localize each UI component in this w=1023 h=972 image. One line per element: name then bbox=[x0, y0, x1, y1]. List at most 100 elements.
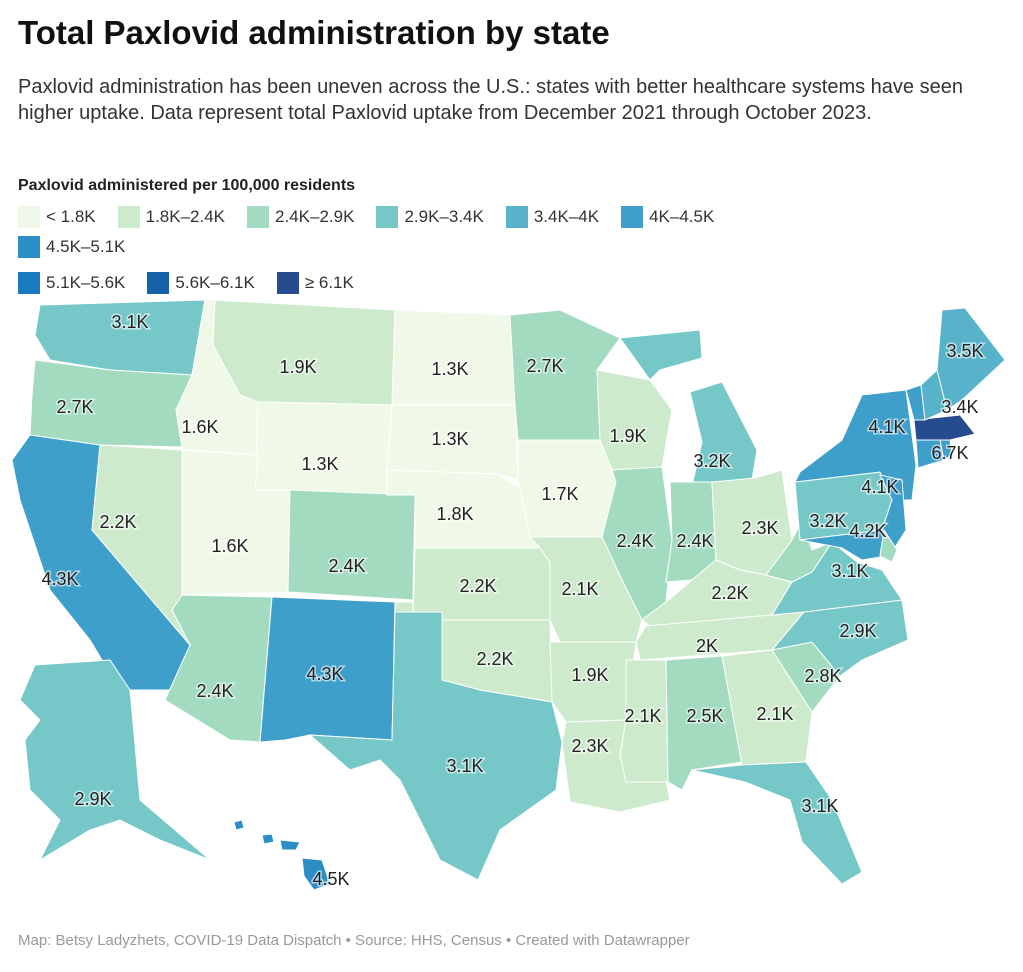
state-value-label: 1.7K bbox=[541, 484, 578, 504]
state-value-label: 4.1K bbox=[861, 477, 898, 497]
state-shape[interactable] bbox=[913, 414, 976, 441]
state-value-label: 2.4K bbox=[616, 531, 653, 551]
state-value-label: 1.3K bbox=[301, 454, 338, 474]
legend-swatch bbox=[276, 272, 299, 294]
legend-label: 1.8K–2.4K bbox=[145, 207, 226, 226]
legend-label: ≥ 6.1K bbox=[304, 273, 354, 292]
state-hi[interactable] bbox=[233, 819, 331, 891]
state-shape[interactable] bbox=[279, 839, 301, 851]
state-ga[interactable] bbox=[721, 649, 813, 766]
legend-swatch bbox=[147, 272, 170, 294]
state-shape[interactable] bbox=[619, 329, 703, 381]
state-shape[interactable] bbox=[721, 649, 813, 766]
legend: < 1.8K 1.8K–2.4K 2.4K–2.9K 2.9K–3.4K 3.4K–4K… bbox=[18, 205, 778, 295]
legend-swatch bbox=[18, 272, 40, 294]
state-or[interactable] bbox=[29, 359, 193, 448]
state-value-label: 2.4K bbox=[676, 531, 713, 551]
state-value-label: 3.1K bbox=[831, 561, 868, 581]
state-value-label: 2.5K bbox=[686, 706, 723, 726]
state-value-label: 1.9K bbox=[609, 426, 646, 446]
chart-description: Paxlovid administration has been uneven … bbox=[18, 76, 963, 124]
state-value-label: 2.9K bbox=[839, 621, 876, 641]
state-shape[interactable] bbox=[879, 528, 898, 563]
state-value-label: 1.9K bbox=[571, 665, 608, 685]
legend-swatch bbox=[117, 206, 140, 228]
legend-label: < 1.8K bbox=[46, 207, 96, 226]
state-wi[interactable] bbox=[596, 369, 673, 471]
legend-label: 2.4K–2.9K bbox=[275, 207, 355, 226]
state-sd[interactable] bbox=[386, 404, 519, 481]
chart-title: Total Paxlovid administration by state bbox=[18, 14, 610, 51]
footer-credits: Map: Betsy Ladyzhets, COVID-19 Data Disp… bbox=[18, 932, 690, 949]
state-value-label: 2K bbox=[696, 636, 718, 656]
state-shape[interactable] bbox=[391, 309, 516, 406]
legend-item: 5.1K–5.6K bbox=[18, 271, 125, 295]
legend-label: 5.6K–6.1K bbox=[175, 273, 255, 292]
state-value-label: 2.8K bbox=[804, 666, 841, 686]
state-shape[interactable] bbox=[261, 833, 275, 845]
state-value-label: 2.2K bbox=[711, 583, 748, 603]
state-value-label: 3.1K bbox=[801, 796, 838, 816]
state-shape[interactable] bbox=[936, 307, 1006, 411]
state-shape[interactable] bbox=[799, 529, 888, 561]
legend-swatch bbox=[376, 206, 399, 228]
state-value-label: 4.1K bbox=[868, 417, 905, 437]
state-shape[interactable] bbox=[765, 518, 834, 583]
state-value-label: 3.2K bbox=[693, 451, 730, 471]
state-md[interactable] bbox=[799, 529, 888, 561]
state-value-label: 3.1K bbox=[446, 756, 483, 776]
state-nd[interactable] bbox=[391, 309, 516, 406]
state-value-label: 4.2K bbox=[849, 521, 886, 541]
state-shape[interactable] bbox=[287, 489, 416, 601]
state-shape[interactable] bbox=[29, 359, 193, 448]
state-value-label: 1.6K bbox=[181, 417, 218, 437]
state-shape[interactable] bbox=[794, 389, 917, 501]
legend-item: 1.8K–2.4K bbox=[117, 205, 226, 229]
state-value-label: 1.6K bbox=[211, 536, 248, 556]
state-value-label: 3.2K bbox=[809, 511, 846, 531]
state-shape[interactable] bbox=[308, 611, 563, 881]
state-shape[interactable] bbox=[233, 819, 245, 831]
state-shape[interactable] bbox=[386, 404, 519, 481]
state-ma[interactable] bbox=[913, 414, 976, 441]
state-shape[interactable] bbox=[164, 594, 273, 743]
state-tx[interactable] bbox=[308, 611, 563, 881]
legend-swatch bbox=[247, 206, 270, 228]
state-value-label: 1.3K bbox=[431, 359, 468, 379]
state-wy[interactable] bbox=[254, 401, 393, 496]
state-ny[interactable] bbox=[794, 389, 917, 501]
legend-item: 2.4K–2.9K bbox=[247, 205, 354, 229]
legend-swatch bbox=[505, 206, 528, 228]
state-shape[interactable] bbox=[301, 857, 331, 891]
legend-title: Paxlovid administered per 100,000 reside… bbox=[18, 177, 356, 194]
legend-label: 2.9K–3.4K bbox=[404, 207, 484, 226]
state-value-label: 4.5K bbox=[312, 869, 349, 889]
state-me[interactable] bbox=[936, 307, 1006, 411]
legend-item: 2.9K–3.4K bbox=[376, 205, 484, 229]
state-shape[interactable] bbox=[212, 299, 396, 406]
state-de[interactable] bbox=[879, 528, 898, 563]
state-mt[interactable] bbox=[212, 299, 396, 406]
state-shape[interactable] bbox=[691, 761, 863, 885]
state-value-label: 1.9K bbox=[279, 357, 316, 377]
state-wv[interactable] bbox=[765, 518, 834, 583]
state-shape[interactable] bbox=[254, 401, 393, 496]
state-shape[interactable] bbox=[596, 369, 673, 471]
legend-label: 4.5K–5.1K bbox=[46, 237, 126, 256]
state-az[interactable] bbox=[164, 594, 273, 743]
legend-label: 4K–4.5K bbox=[649, 207, 715, 226]
state-value-label: 3.1K bbox=[111, 312, 148, 332]
state-co[interactable] bbox=[287, 489, 416, 601]
legend-item: ≥ 6.1K bbox=[276, 271, 354, 295]
legend-item: 5.6K–6.1K bbox=[147, 271, 255, 295]
state-fl[interactable] bbox=[691, 761, 863, 885]
state-value-label: 4.3K bbox=[41, 569, 78, 589]
legend-item: 4K–4.5K bbox=[621, 205, 714, 229]
state-shape[interactable] bbox=[19, 659, 211, 862]
state-value-label: 2.7K bbox=[56, 397, 93, 417]
state-value-label: 6.7K bbox=[931, 443, 968, 463]
legend-swatch bbox=[18, 236, 40, 258]
state-ak[interactable] bbox=[19, 659, 211, 862]
